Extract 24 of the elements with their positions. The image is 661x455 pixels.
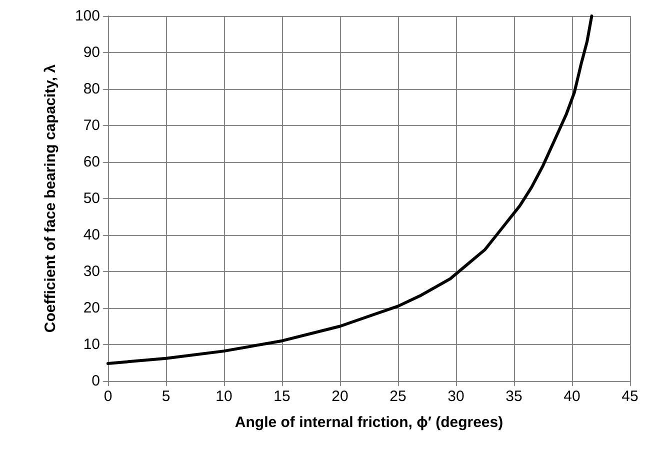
x-tick-label: 15 <box>274 388 290 405</box>
x-axis-title: Angle of internal friction, ϕ′ (degrees) <box>234 414 504 431</box>
y-tick-label: 0 <box>92 372 100 390</box>
y-tick-label: 30 <box>83 263 100 280</box>
y-tick-label: 50 <box>83 190 100 207</box>
y-tick-label: 20 <box>83 300 100 316</box>
y-tick-label: 40 <box>83 226 100 244</box>
x-tick-label: 30 <box>448 388 464 405</box>
x-tick-label: 20 <box>332 388 348 405</box>
x-tick-label: 40 <box>564 388 580 405</box>
x-tick-label: 25 <box>390 388 406 405</box>
x-tick-label: 45 <box>622 388 638 405</box>
x-tick-label: 5 <box>162 388 170 405</box>
y-tick-label: 80 <box>83 80 100 98</box>
y-tick-label: 10 <box>83 336 100 353</box>
y-tick-label: 60 <box>83 154 100 170</box>
x-tick-label: 10 <box>216 388 232 405</box>
line-series <box>106 14 594 365</box>
y-tick-label: 70 <box>83 117 100 134</box>
y-axis-title: Coefficient of face bearing capacity, λ <box>42 64 59 333</box>
y-tick-label: 90 <box>83 44 100 61</box>
x-tick-label: 35 <box>506 388 522 405</box>
y-tick-label: 100 <box>74 8 100 24</box>
x-tick-label: 0 <box>104 388 112 405</box>
